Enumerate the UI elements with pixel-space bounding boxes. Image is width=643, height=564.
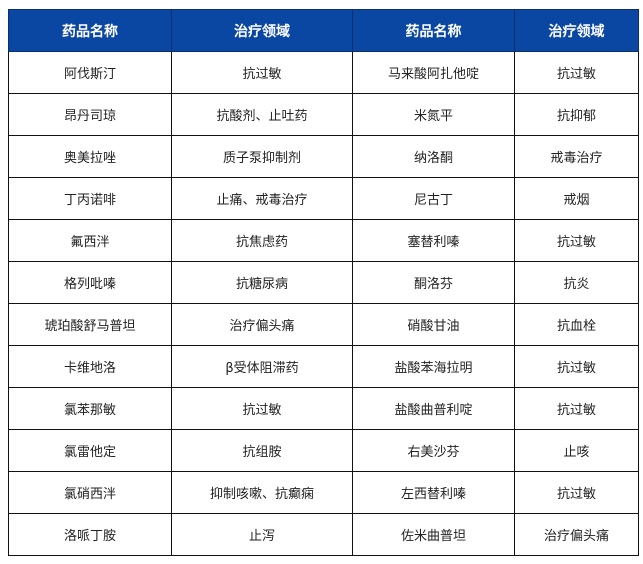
drug-name-cell: 马来酸阿扎他啶 — [352, 51, 515, 94]
table-row: 氯硝西泮 抑制咳嗽、抗癫痫 左西替利嗪 抗过敏 — [8, 471, 639, 514]
table-row: 氟西泮 抗焦虑药 塞替利嗪 抗过敏 — [8, 219, 639, 262]
therapeutic-area-cell: 治疗偏头痛 — [514, 513, 639, 556]
therapeutic-area-cell: 抗过敏 — [514, 219, 639, 262]
therapeutic-area-cell: 抗血栓 — [514, 303, 639, 346]
header-drug-name: 药品名称 — [352, 9, 515, 52]
table-row: 琥珀酸舒马普坦 治疗偏头痛 硝酸甘油 抗血栓 — [8, 303, 639, 346]
drug-name-cell: 昂丹司琼 — [8, 93, 172, 136]
table-row: 洛哌丁胺 止泻 佐米曲普坦 治疗偏头痛 — [8, 513, 639, 556]
therapeutic-area-cell: 抗过敏 — [514, 471, 639, 514]
header-therapeutic-area: 治疗领域 — [514, 9, 639, 52]
therapeutic-area-cell: 抗炎 — [514, 261, 639, 304]
drug-name-cell: 盐酸苯海拉明 — [352, 345, 515, 388]
therapeutic-area-cell: 抗焦虑药 — [171, 219, 353, 262]
table-row: 奥美拉唑 质子泵抑制剂 纳洛酮 戒毒治疗 — [8, 135, 639, 178]
drug-name-cell: 氟西泮 — [8, 219, 172, 262]
header-row: 药品名称 治疗领域 药品名称 治疗领域 — [8, 9, 639, 52]
therapeutic-area-cell: β受体阻滞药 — [171, 345, 353, 388]
table-row: 氯雷他定 抗组胺 右美沙芬 止咳 — [8, 429, 639, 472]
therapeutic-area-cell: 抗组胺 — [171, 429, 353, 472]
header-drug-name: 药品名称 — [8, 9, 172, 52]
therapeutic-area-cell: 抗过敏 — [514, 387, 639, 430]
drug-name-cell: 格列吡嗪 — [8, 261, 172, 304]
drug-name-cell: 氯硝西泮 — [8, 471, 172, 514]
drug-name-cell: 硝酸甘油 — [352, 303, 515, 346]
therapeutic-area-cell: 质子泵抑制剂 — [171, 135, 353, 178]
therapeutic-area-cell: 抑制咳嗽、抗癫痫 — [171, 471, 353, 514]
drug-name-cell: 卡维地洛 — [8, 345, 172, 388]
therapeutic-area-cell: 戒烟 — [514, 177, 639, 220]
therapeutic-area-cell: 抗过敏 — [514, 345, 639, 388]
drug-name-cell: 左西替利嗪 — [352, 471, 515, 514]
therapeutic-area-cell: 抗酸剂、止吐药 — [171, 93, 353, 136]
drug-name-cell: 琥珀酸舒马普坦 — [8, 303, 172, 346]
therapeutic-area-cell: 抗过敏 — [514, 51, 639, 94]
drug-name-cell: 酮洛芬 — [352, 261, 515, 304]
table-row: 卡维地洛 β受体阻滞药 盐酸苯海拉明 抗过敏 — [8, 345, 639, 388]
drug-name-cell: 洛哌丁胺 — [8, 513, 172, 556]
drug-name-cell: 氯苯那敏 — [8, 387, 172, 430]
drug-name-cell: 尼古丁 — [352, 177, 515, 220]
drug-name-cell: 佐米曲普坦 — [352, 513, 515, 556]
table-row: 格列吡嗪 抗糖尿病 酮洛芬 抗炎 — [8, 261, 639, 304]
drug-name-cell: 丁丙诺啡 — [8, 177, 172, 220]
drug-table: 药品名称 治疗领域 药品名称 治疗领域 阿伐斯汀 抗过敏 马来酸阿扎他啶 抗过敏 昂丹司… — [8, 9, 639, 556]
drug-name-cell: 纳洛酮 — [352, 135, 515, 178]
therapeutic-area-cell: 抗抑郁 — [514, 93, 639, 136]
therapeutic-area-cell: 抗糖尿病 — [171, 261, 353, 304]
drug-name-cell: 氯雷他定 — [8, 429, 172, 472]
drug-name-cell: 奥美拉唑 — [8, 135, 172, 178]
table-row: 昂丹司琼 抗酸剂、止吐药 米氮平 抗抑郁 — [8, 93, 639, 136]
therapeutic-area-cell: 治疗偏头痛 — [171, 303, 353, 346]
therapeutic-area-cell: 止痛、戒毒治疗 — [171, 177, 353, 220]
drug-name-cell: 右美沙芬 — [352, 429, 515, 472]
therapeutic-area-cell: 抗过敏 — [171, 387, 353, 430]
table-row: 氯苯那敏 抗过敏 盐酸曲普利啶 抗过敏 — [8, 387, 639, 430]
drug-name-cell: 米氮平 — [352, 93, 515, 136]
table-row: 丁丙诺啡 止痛、戒毒治疗 尼古丁 戒烟 — [8, 177, 639, 220]
header-therapeutic-area: 治疗领域 — [171, 9, 353, 52]
drug-name-cell: 阿伐斯汀 — [8, 51, 172, 94]
therapeutic-area-cell: 止泻 — [171, 513, 353, 556]
therapeutic-area-cell: 戒毒治疗 — [514, 135, 639, 178]
table-row: 阿伐斯汀 抗过敏 马来酸阿扎他啶 抗过敏 — [8, 51, 639, 94]
therapeutic-area-cell: 抗过敏 — [171, 51, 353, 94]
drug-name-cell: 盐酸曲普利啶 — [352, 387, 515, 430]
drug-name-cell: 塞替利嗪 — [352, 219, 515, 262]
therapeutic-area-cell: 止咳 — [514, 429, 639, 472]
